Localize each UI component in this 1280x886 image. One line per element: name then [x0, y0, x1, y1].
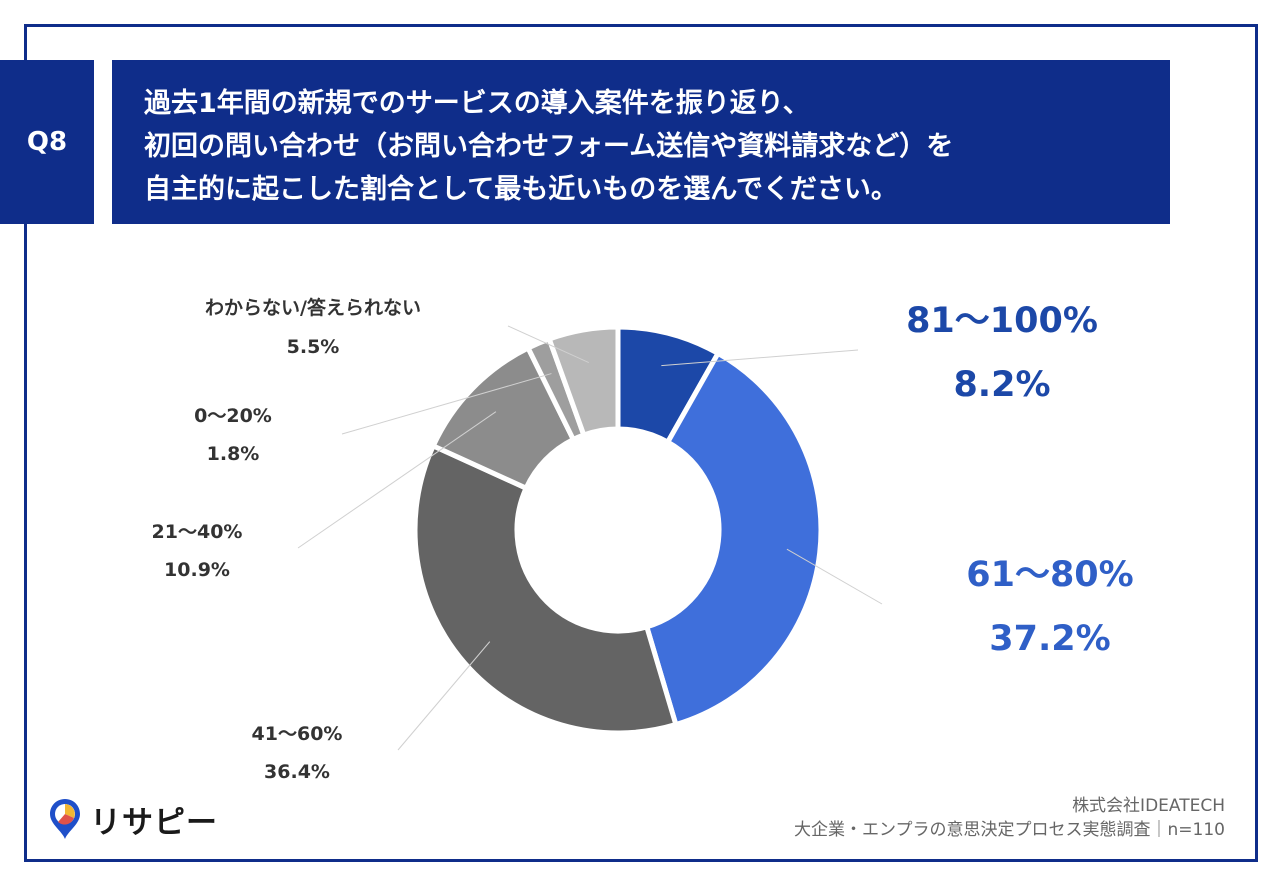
slice-value-unknown: 5.5%: [287, 336, 340, 358]
logo-pin-icon: [50, 799, 80, 839]
slice-label-61-80: 61〜80%: [966, 555, 1133, 595]
leader-lines: [297, 325, 883, 751]
footer-survey: 大企業・エンプラの意思決定プロセス実態調査｜n=110: [794, 820, 1225, 840]
slice-value-41-60: 36.4%: [264, 761, 330, 783]
slice-label-0-20: 0〜20%: [194, 405, 272, 427]
leader-line-41-60: [397, 641, 491, 751]
risapy-logo: リサピー: [48, 796, 218, 842]
slice-value-21-40: 10.9%: [164, 559, 230, 581]
leader-line-61-80: [786, 548, 883, 605]
slice-value-61-80: 37.2%: [989, 619, 1110, 659]
question-line-1: 過去1年間の新規でのサービスの導入案件を振り返り、: [144, 88, 810, 119]
question-text: 過去1年間の新規でのサービスの導入案件を振り返り、 初回の問い合わせ（お問い合わ…: [112, 60, 1170, 224]
slice-label-unknown: わからない/答えられない: [205, 296, 421, 319]
leader-line-0-20: [341, 373, 552, 435]
question-badge: Q8: [0, 60, 94, 224]
donut-slice-61-80: [643, 349, 824, 728]
question-line-2: 初回の問い合わせ（お問い合わせフォーム送信や資料請求など）を: [144, 131, 954, 162]
slice-value-81-100: 8.2%: [953, 365, 1050, 405]
leader-line-unknown: [507, 325, 589, 363]
slice-label-21-40: 21〜40%: [152, 521, 243, 543]
question-line-3: 自主的に起こした割合として最も近いものを選んでください。: [144, 174, 898, 205]
donut-slice-41-60: [412, 442, 679, 736]
donut-slice-unknown: [546, 324, 621, 439]
footer-credit: 株式会社IDEATECH 大企業・エンプラの意思決定プロセス実態調査｜n=110: [794, 794, 1225, 842]
footer-company: 株式会社IDEATECH: [1072, 796, 1225, 816]
slice-label-41-60: 41〜60%: [252, 723, 343, 745]
logo-text: リサピー: [90, 804, 218, 841]
donut-slices: [412, 324, 824, 736]
frame-border: [24, 24, 1258, 862]
leader-line-81-100: [661, 349, 859, 367]
slice-value-0-20: 1.8%: [207, 443, 260, 465]
leader-line-21-40: [297, 411, 497, 549]
slice-label-81-100: 81〜100%: [906, 301, 1098, 341]
